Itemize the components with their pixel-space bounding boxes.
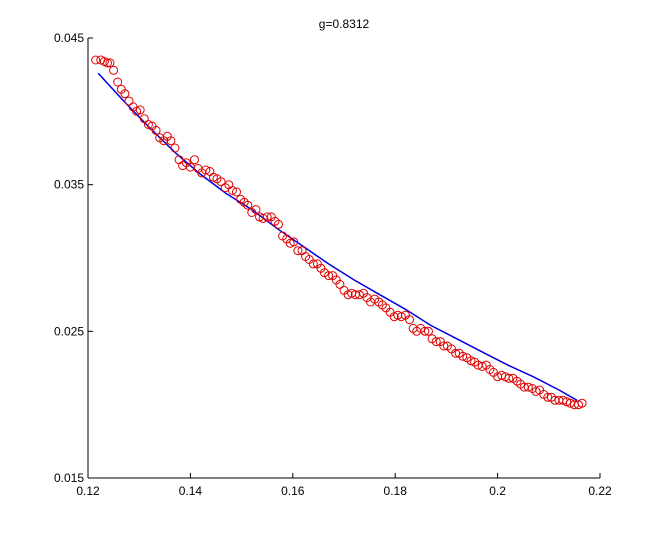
data-point	[135, 105, 145, 115]
data-point	[420, 326, 430, 336]
data-point	[232, 187, 241, 197]
data-point	[523, 382, 533, 392]
axes: 0.12 0.14 0.16 0.18 0.2 0.22 0.015 0.025 0.035 0.…	[54, 31, 612, 498]
data-point	[109, 65, 119, 75]
data-point	[405, 315, 414, 325]
y-tick-label: 0.045	[54, 31, 84, 45]
x-tick-label: 0.2	[489, 484, 506, 498]
x-tick-label: 0.16	[281, 484, 305, 498]
x-tick-label: 0.12	[76, 484, 100, 498]
data-point	[190, 155, 199, 165]
data-point	[170, 143, 180, 153]
data-point	[216, 177, 226, 187]
x-tick-label: 0.22	[588, 484, 612, 498]
data-point	[113, 77, 123, 87]
data-point	[308, 259, 318, 269]
data-point	[439, 341, 449, 351]
data-point	[103, 58, 112, 68]
data-point	[396, 312, 406, 322]
chart-title: g=0.8312	[319, 17, 370, 31]
data-point	[504, 373, 514, 383]
data-point	[293, 246, 303, 256]
x-tick-label: 0.14	[179, 484, 203, 498]
data-point	[577, 398, 587, 408]
data-point	[120, 89, 130, 99]
data-point	[458, 351, 468, 361]
data-point	[91, 55, 101, 65]
data-point	[431, 337, 441, 347]
data-point	[251, 205, 261, 215]
y-tick-label: 0.035	[54, 178, 84, 192]
data-point	[262, 212, 272, 222]
data-point	[105, 58, 115, 68]
data-point	[424, 326, 433, 336]
data-point	[201, 165, 211, 175]
y-tick-label: 0.025	[54, 324, 84, 338]
data-point	[477, 362, 487, 371]
data-point	[354, 290, 364, 300]
data-point	[227, 186, 237, 195]
data-point	[243, 200, 253, 210]
data-point	[166, 136, 176, 146]
data-point	[324, 271, 334, 281]
x-tick-label: 0.18	[384, 484, 408, 498]
data-point	[274, 219, 283, 229]
data-point	[335, 279, 345, 289]
data-markers-layer	[91, 55, 587, 410]
y-tick-label: 0.015	[54, 471, 84, 485]
data-point	[151, 125, 161, 135]
data-point	[289, 237, 299, 247]
